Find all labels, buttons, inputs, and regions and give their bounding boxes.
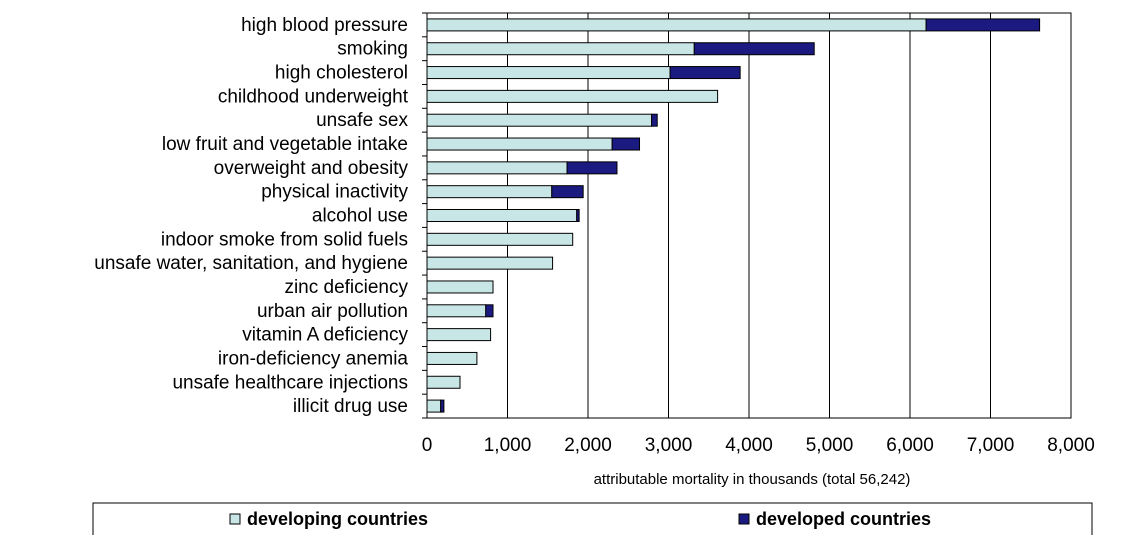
category-label: alcohol use <box>312 206 408 227</box>
category-label: unsafe healthcare injections <box>172 372 408 393</box>
category-label: unsafe sex <box>316 110 408 131</box>
plot-frame <box>426 12 1072 419</box>
category-label: physical inactivity <box>261 182 408 203</box>
bar-developing <box>426 42 695 56</box>
bar-developing <box>426 375 461 389</box>
category-label: zinc deficiency <box>284 277 408 298</box>
x-tick-labels: 0 1,000 2,000 3,000 4,000 5,000 6,000 7,000 8,00… <box>422 435 1095 456</box>
legend-box <box>92 502 1093 535</box>
category-label: smoking <box>337 39 408 60</box>
bar-developing <box>426 399 442 413</box>
bar-developed <box>485 304 494 318</box>
bar-developing <box>426 18 927 32</box>
x-tick-label: 2,000 <box>564 435 612 456</box>
bar-developing <box>426 351 478 365</box>
bar-developing <box>426 256 554 270</box>
category-label: low fruit and vegetable intake <box>162 134 408 155</box>
bar-developed <box>440 399 445 413</box>
bar-developed <box>566 161 618 175</box>
bar-developed <box>693 42 815 56</box>
bar-developing <box>426 304 487 318</box>
bar-developing <box>426 232 574 246</box>
bars <box>426 18 1041 413</box>
category-label: high blood pressure <box>241 15 408 36</box>
category-label: illicit drug use <box>293 396 408 417</box>
axes <box>422 12 1072 419</box>
x-tick-label: 3,000 <box>645 435 693 456</box>
category-labels: high blood pressure smoking high cholester… <box>94 15 408 417</box>
x-tick-label: 0 <box>422 435 433 456</box>
bar-developing <box>426 185 553 199</box>
bar-developing <box>426 113 653 127</box>
bar-developed <box>651 113 658 127</box>
legend: developing countries developed countries <box>92 502 1093 535</box>
x-tick-label: 8,000 <box>1047 435 1095 456</box>
legend-swatch <box>229 513 241 525</box>
x-tick-label: 7,000 <box>967 435 1015 456</box>
bar-developed <box>551 185 584 199</box>
bar-developing <box>426 280 494 294</box>
bar-developed <box>611 137 641 151</box>
x-tick-label: 1,000 <box>484 435 532 456</box>
x-tick-label: 5,000 <box>806 435 854 456</box>
category-label: vitamin A deficiency <box>242 325 408 346</box>
bar-developed <box>576 209 580 222</box>
bar-developing <box>426 328 492 342</box>
category-label: high cholesterol <box>275 63 408 84</box>
bar-developing <box>426 137 613 151</box>
category-label: childhood underweight <box>218 86 409 107</box>
bar-developing <box>426 66 671 80</box>
category-label: unsafe water, sanitation, and hygiene <box>94 253 408 274</box>
gridlines <box>507 13 991 418</box>
category-label: indoor smoke from solid fuels <box>161 229 408 250</box>
x-axis-label: attributable mortality in thousands (tot… <box>594 471 911 488</box>
category-label: iron-deficiency anemia <box>218 348 409 369</box>
legend-swatch <box>738 513 750 525</box>
bar-developing <box>426 161 568 175</box>
x-tick-label: 6,000 <box>886 435 934 456</box>
bar-developing <box>426 89 719 103</box>
legend-label: developing countries <box>247 509 428 529</box>
bar-developing <box>426 209 578 222</box>
category-label: urban air pollution <box>257 301 408 322</box>
x-tick-label: 4,000 <box>725 435 773 456</box>
category-label: overweight and obesity <box>214 158 409 179</box>
legend-label: developed countries <box>756 509 931 529</box>
bar-developed <box>669 66 741 80</box>
bar-developed <box>925 18 1041 32</box>
